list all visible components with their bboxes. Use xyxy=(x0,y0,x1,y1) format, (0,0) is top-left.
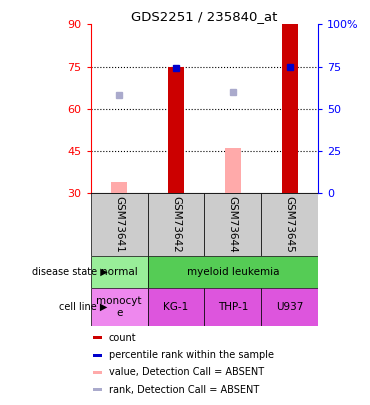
Bar xyxy=(148,193,205,256)
Text: cell line ▶: cell line ▶ xyxy=(59,302,107,312)
Bar xyxy=(148,288,205,326)
Bar xyxy=(92,371,101,374)
Bar xyxy=(92,388,101,391)
Text: GSM73641: GSM73641 xyxy=(114,196,124,253)
Bar xyxy=(205,193,261,256)
Bar xyxy=(92,354,101,356)
Text: myeloid leukemia: myeloid leukemia xyxy=(186,267,279,277)
Bar xyxy=(261,288,318,326)
Text: GSM73645: GSM73645 xyxy=(285,196,295,253)
Bar xyxy=(282,24,298,193)
Bar xyxy=(205,288,261,326)
Bar xyxy=(91,193,148,256)
Text: U937: U937 xyxy=(276,302,303,312)
Text: disease state ▶: disease state ▶ xyxy=(31,267,107,277)
Bar xyxy=(261,193,318,256)
Text: KG-1: KG-1 xyxy=(164,302,189,312)
Text: THP-1: THP-1 xyxy=(218,302,248,312)
Text: percentile rank within the sample: percentile rank within the sample xyxy=(109,350,274,360)
Text: value, Detection Call = ABSENT: value, Detection Call = ABSENT xyxy=(109,367,264,377)
Text: GSM73644: GSM73644 xyxy=(228,196,238,253)
Bar xyxy=(168,66,184,193)
Bar xyxy=(225,148,241,193)
Text: GSM73642: GSM73642 xyxy=(171,196,181,253)
Bar xyxy=(91,288,148,326)
Title: GDS2251 / 235840_at: GDS2251 / 235840_at xyxy=(131,10,278,23)
Bar xyxy=(148,256,318,288)
Text: normal: normal xyxy=(101,267,138,277)
Text: monocyt
e: monocyt e xyxy=(96,296,142,318)
Text: count: count xyxy=(109,333,137,343)
Bar xyxy=(111,182,127,193)
Bar xyxy=(92,337,101,339)
Bar xyxy=(91,256,148,288)
Text: rank, Detection Call = ABSENT: rank, Detection Call = ABSENT xyxy=(109,385,259,395)
